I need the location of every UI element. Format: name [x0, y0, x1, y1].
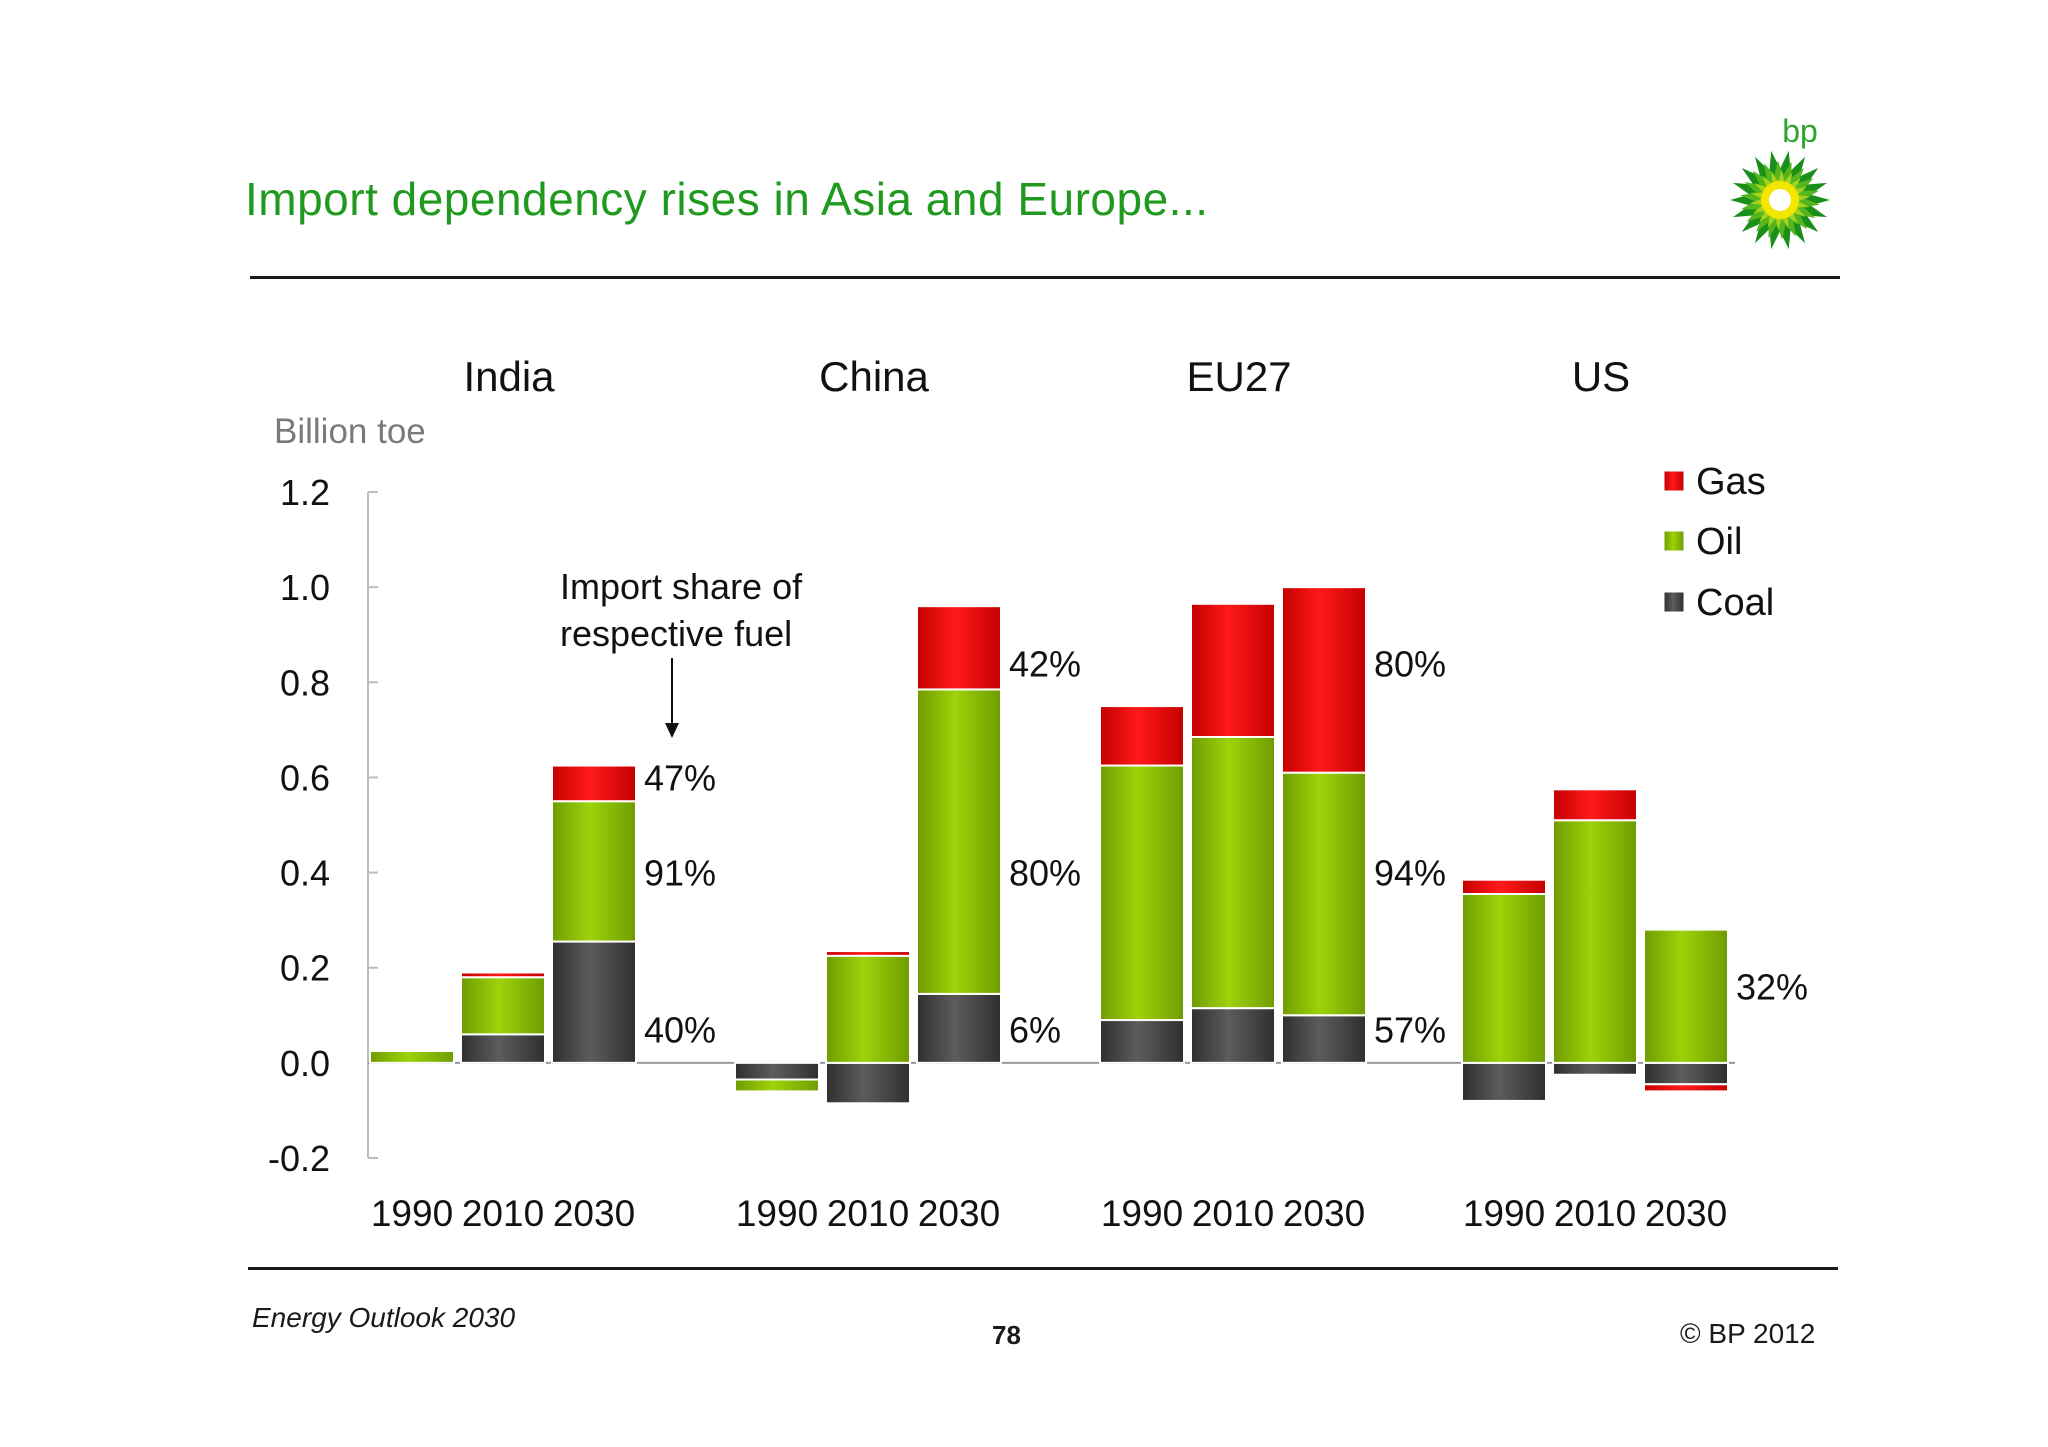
bar-china-2030-oil: [916, 688, 1002, 995]
import-share-label-oil: 91%: [644, 853, 716, 894]
y-tick-label: 0.6: [280, 757, 330, 798]
import-share-label-gas: 42%: [1009, 643, 1081, 684]
bar-us-2030-coal: [1643, 1061, 1729, 1086]
bar-us-1990-oil: [1461, 892, 1547, 1064]
annotation-line-2: respective fuel: [560, 613, 792, 654]
bar-us-2030-gas: [1643, 1083, 1729, 1093]
x-year-label: 1990: [371, 1193, 453, 1234]
bar-eu27-1990-coal: [1099, 1019, 1185, 1064]
page-number: 78: [992, 1320, 1021, 1350]
bar-china-2010-oil: [825, 954, 911, 1064]
bar-us-2030-oil: [1643, 928, 1729, 1064]
y-tick-label: 0.8: [280, 662, 330, 703]
import-share-label-coal: 40%: [644, 1010, 716, 1051]
bar-eu27-2030-coal: [1281, 1014, 1367, 1064]
bar-china-1990-oil: [734, 1078, 820, 1093]
bar-china-1990-coal: [734, 1061, 820, 1081]
x-year-label: 2030: [918, 1193, 1000, 1234]
bar-eu27-2010-coal: [1190, 1007, 1276, 1064]
publication-name: Energy Outlook 2030: [252, 1302, 516, 1333]
bar-india-2030-oil: [551, 800, 637, 943]
x-year-label: 2030: [553, 1193, 635, 1234]
legend-label-gas: Gas: [1696, 461, 1766, 503]
import-share-label-oil: 32%: [1736, 967, 1808, 1008]
x-year-label: 2010: [827, 1193, 909, 1234]
y-tick-label: 1.0: [280, 567, 330, 608]
legend-swatch-gas: [1663, 470, 1685, 492]
x-year-label: 2010: [1554, 1193, 1636, 1234]
import-share-label-gas: 80%: [1374, 643, 1446, 684]
x-year-label: 2030: [1283, 1193, 1365, 1234]
y-tick-label: -0.2: [268, 1138, 330, 1179]
bar-us-2010-gas: [1552, 788, 1638, 822]
bar-us-1990-coal: [1461, 1061, 1547, 1102]
bp-logo: bp: [1730, 113, 1830, 250]
x-year-label: 2030: [1645, 1193, 1727, 1234]
legend-label-oil: Oil: [1696, 521, 1742, 563]
group-label-china: China: [819, 353, 929, 400]
y-tick-label: 0.0: [280, 1043, 330, 1084]
import-share-label-gas: 47%: [644, 757, 716, 798]
legend-label-coal: Coal: [1696, 582, 1774, 624]
copyright: © BP 2012: [1680, 1318, 1816, 1349]
import-share-label-oil: 80%: [1009, 853, 1081, 894]
x-year-label: 1990: [1463, 1193, 1545, 1234]
bp-logo-text: bp: [1782, 113, 1818, 149]
bar-india-1990-oil: [369, 1049, 455, 1064]
top-rule: [250, 276, 1840, 279]
import-share-label-coal: 57%: [1374, 1010, 1446, 1051]
x-year-label: 1990: [1101, 1193, 1183, 1234]
bottom-rule: [248, 1267, 1838, 1270]
group-label-eu27: EU27: [1186, 353, 1291, 400]
x-year-label: 2010: [1192, 1193, 1274, 1234]
group-label-india: India: [463, 353, 555, 400]
page-title: Import dependency rises in Asia and Euro…: [245, 173, 1209, 225]
legend-swatch-oil: [1663, 530, 1685, 552]
annotation-line-1: Import share of: [560, 566, 803, 607]
bar-china-2030-gas: [916, 605, 1002, 691]
y-tick-label: 0.4: [280, 853, 330, 894]
import-share-label-coal: 6%: [1009, 1010, 1061, 1051]
annotation-arrow-head: [665, 723, 679, 738]
bar-india-2030-gas: [551, 764, 637, 803]
bar-india-2010-oil: [460, 976, 546, 1036]
bar-eu27-1990-oil: [1099, 764, 1185, 1022]
helios-icon: [1730, 150, 1830, 250]
bar-us-2010-coal: [1552, 1061, 1638, 1076]
bar-us-2010-oil: [1552, 819, 1638, 1064]
import-share-label-oil: 94%: [1374, 853, 1446, 894]
y-tick-label: 0.2: [280, 948, 330, 989]
group-label-us: US: [1572, 353, 1630, 400]
bar-china-2030-coal: [916, 992, 1002, 1064]
legend-swatch-coal: [1663, 591, 1685, 613]
bar-china-2010-gas: [825, 950, 911, 957]
bar-india-2010-gas: [460, 971, 546, 979]
bar-india-2030-coal: [551, 940, 637, 1064]
bar-us-1990-gas: [1461, 878, 1547, 895]
bar-india-2010-coal: [460, 1033, 546, 1064]
y-axis-unit-label: Billion toe: [274, 412, 426, 451]
bar-eu27-2010-gas: [1190, 602, 1276, 738]
bar-eu27-2010-oil: [1190, 735, 1276, 1010]
y-tick-label: 1.2: [280, 472, 330, 513]
bar-eu27-2030-gas: [1281, 586, 1367, 774]
bar-eu27-1990-gas: [1099, 705, 1185, 767]
x-year-label: 1990: [736, 1193, 818, 1234]
x-year-label: 2010: [462, 1193, 544, 1234]
bar-china-2010-coal: [825, 1061, 911, 1105]
bar-eu27-2030-oil: [1281, 771, 1367, 1017]
